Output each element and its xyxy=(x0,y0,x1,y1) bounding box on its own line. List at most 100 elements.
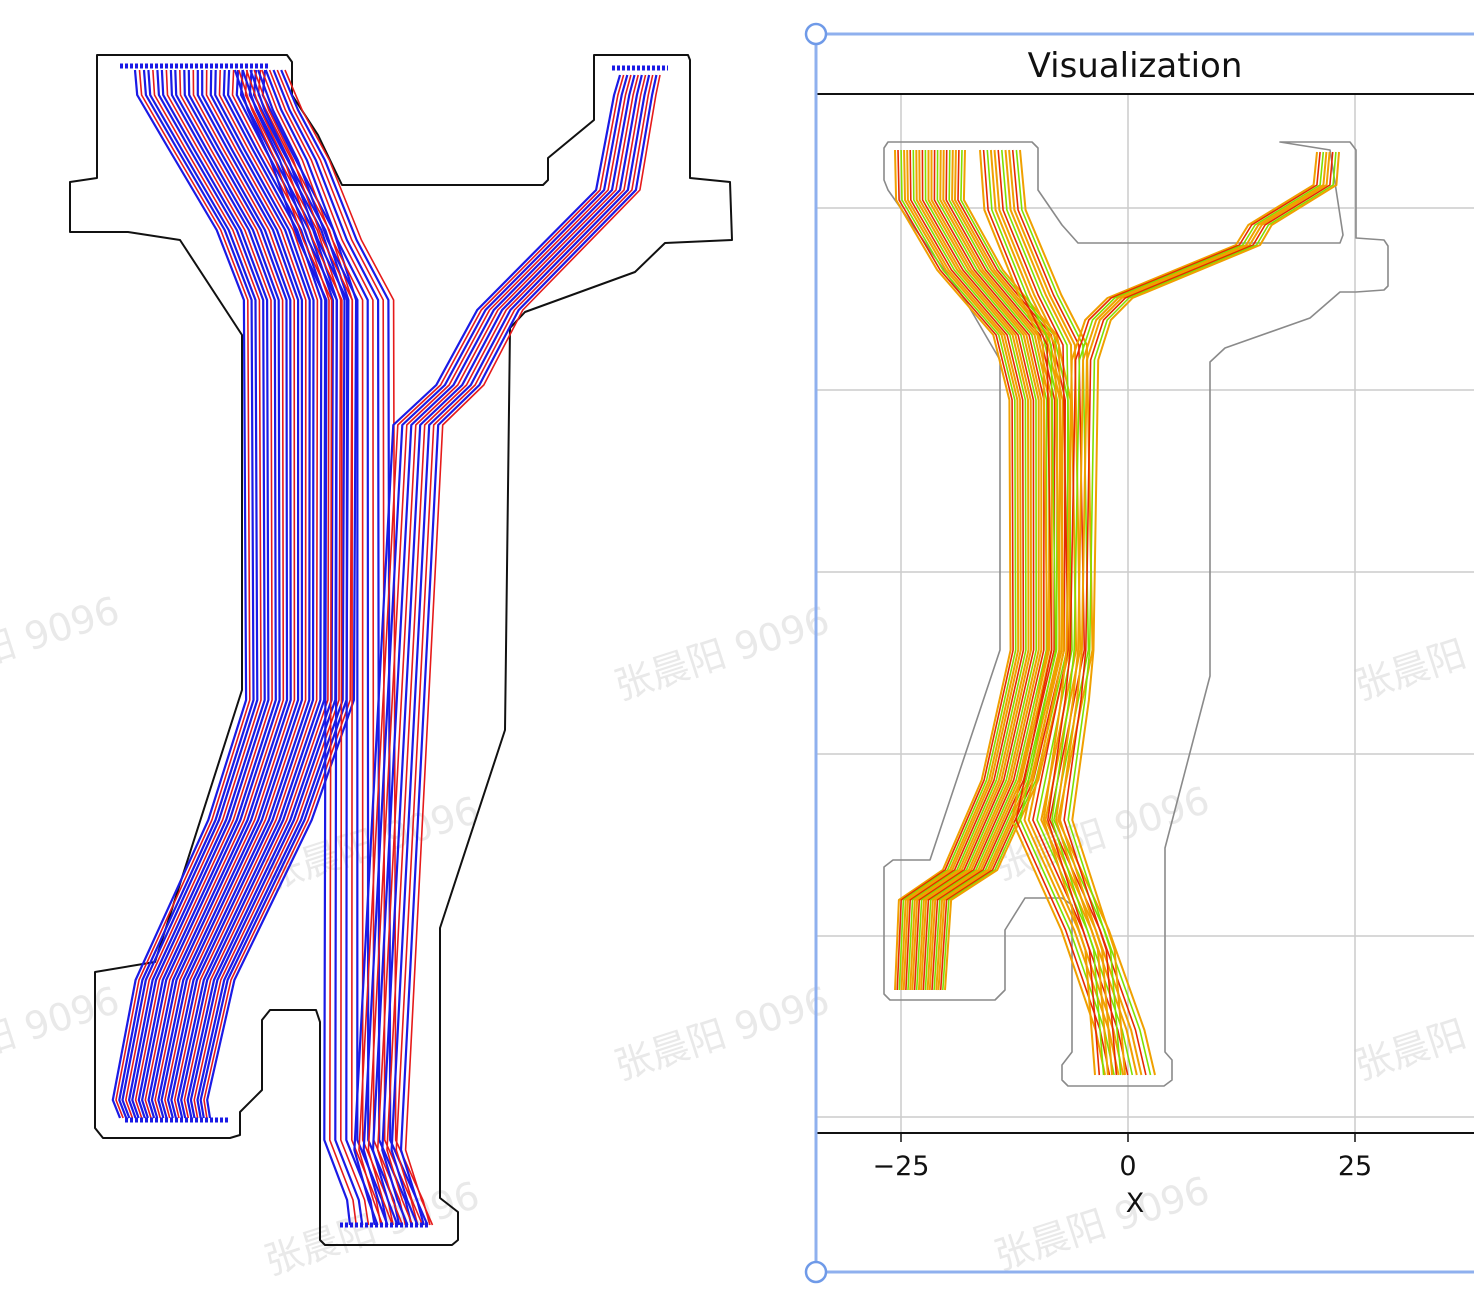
trace-line xyxy=(125,69,262,1119)
left-trace-bundle xyxy=(111,63,668,1228)
trace-line xyxy=(1071,151,1340,1076)
trace-line xyxy=(362,74,629,1226)
trace-line xyxy=(404,74,661,1226)
trace-line xyxy=(276,69,419,1226)
trace-line xyxy=(150,69,292,1119)
trace-line xyxy=(186,69,334,1119)
trace-line xyxy=(183,69,330,1119)
trace-line xyxy=(141,69,281,1119)
trace-line xyxy=(1042,151,1318,1076)
trace-line xyxy=(170,69,315,1119)
trace-line xyxy=(353,74,622,1226)
trace-line xyxy=(157,70,300,1119)
trace-line xyxy=(381,74,643,1226)
trace-line xyxy=(896,149,1014,991)
trace-line xyxy=(907,149,1027,991)
trace-line xyxy=(1067,151,1337,1076)
trace-line xyxy=(399,74,658,1226)
trace-line xyxy=(1015,149,1152,1076)
trace-line xyxy=(203,69,354,1119)
trace-line xyxy=(902,149,1022,991)
x-tick-label: 0 xyxy=(1119,1151,1136,1182)
trace-line xyxy=(128,69,266,1119)
trace-line xyxy=(160,70,303,1119)
x-axis-ticks: −25 0 25 xyxy=(873,1133,1372,1182)
trace-line xyxy=(900,149,1020,991)
trace-line xyxy=(909,149,1030,991)
trace-line xyxy=(358,74,625,1226)
trace-line xyxy=(942,149,1069,991)
trace-line xyxy=(920,150,1043,991)
trace-line xyxy=(115,69,251,1119)
board-outline xyxy=(883,141,1389,1087)
trace-line xyxy=(241,69,364,1226)
trace-line xyxy=(905,149,1025,991)
plot-title: Visualization xyxy=(1028,46,1243,86)
x-tick-label: −25 xyxy=(873,1151,930,1182)
trace-line xyxy=(154,69,296,1119)
trace-line xyxy=(257,69,388,1226)
trace-line xyxy=(253,69,382,1226)
trace-line xyxy=(137,69,277,1119)
right-trace-bundle xyxy=(894,149,1340,1076)
trace-line xyxy=(206,69,358,1119)
plot-grid xyxy=(816,94,1474,1133)
trace-line xyxy=(111,69,248,1119)
board-outline xyxy=(69,54,733,1246)
watermark-text: 张晨阳 9096 xyxy=(0,588,125,699)
trace-line xyxy=(238,69,357,1226)
watermark-text: 张晨阳 9096 xyxy=(1349,978,1474,1089)
trace-line xyxy=(913,149,1035,991)
trace-line xyxy=(367,74,632,1226)
trace-line xyxy=(121,69,259,1119)
trace-line xyxy=(395,74,654,1226)
trace-line xyxy=(1011,149,1147,1076)
trace-line xyxy=(272,69,413,1226)
trace-line xyxy=(922,149,1045,991)
trace-line xyxy=(935,149,1061,991)
trace-line xyxy=(915,149,1037,991)
trace-line xyxy=(180,69,327,1119)
selection-frame[interactable] xyxy=(804,22,1474,1284)
trace-line xyxy=(134,69,273,1119)
trace-line xyxy=(371,74,636,1226)
watermark-text: 张晨阳 9096 xyxy=(989,1168,1214,1279)
trace-line xyxy=(939,149,1067,991)
x-axis-label: X xyxy=(1126,1188,1145,1219)
trace-line xyxy=(1063,151,1334,1076)
left-routing-view: 张晨阳 9096 张晨阳 9096 张晨阳 9096 张晨阳 9096 张晨阳 9096… xyxy=(0,54,800,1284)
trace-line xyxy=(386,74,647,1226)
trace-line xyxy=(167,69,311,1119)
trace-line xyxy=(1047,151,1321,1076)
pad-row xyxy=(120,63,668,1228)
trace-line xyxy=(233,69,352,1226)
trace-line xyxy=(917,150,1040,991)
watermark-text: 张晨阳 9096 xyxy=(609,978,800,1089)
watermark-text: 张晨阳 9096 xyxy=(0,978,125,1089)
resize-handle-bottom-left[interactable] xyxy=(804,1260,828,1284)
watermark-text: 张晨阳 9096 xyxy=(1349,598,1474,709)
trace-line xyxy=(164,69,307,1119)
trace-line xyxy=(928,149,1053,991)
trace-line xyxy=(911,149,1032,991)
trace-line xyxy=(1059,151,1331,1076)
watermark-text: 张晨阳 9096 xyxy=(609,598,800,709)
trace-line xyxy=(196,69,346,1119)
trace-line xyxy=(390,74,651,1226)
trace-line xyxy=(176,69,323,1119)
trace-line xyxy=(898,149,1017,991)
trace-line xyxy=(144,69,285,1119)
trace-line xyxy=(147,69,289,1119)
trace-line xyxy=(376,74,639,1226)
trace-line xyxy=(118,69,255,1119)
trace-line xyxy=(131,69,270,1119)
trace-line xyxy=(173,69,319,1119)
resize-handle-top-left[interactable] xyxy=(804,22,828,46)
trace-line xyxy=(979,149,1106,1076)
trace-line xyxy=(245,69,370,1226)
trace-line xyxy=(193,69,342,1119)
x-tick-label: 25 xyxy=(1338,1151,1372,1182)
